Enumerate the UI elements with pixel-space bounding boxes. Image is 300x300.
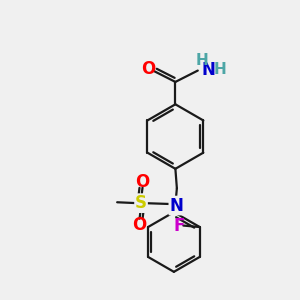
Text: N: N [169, 196, 183, 214]
Text: F: F [174, 217, 185, 235]
Text: H: H [213, 62, 226, 77]
Text: H: H [196, 53, 208, 68]
Text: O: O [132, 216, 147, 234]
Text: O: O [135, 173, 150, 191]
Text: S: S [135, 194, 147, 212]
Text: O: O [141, 60, 155, 78]
Text: N: N [201, 61, 215, 79]
